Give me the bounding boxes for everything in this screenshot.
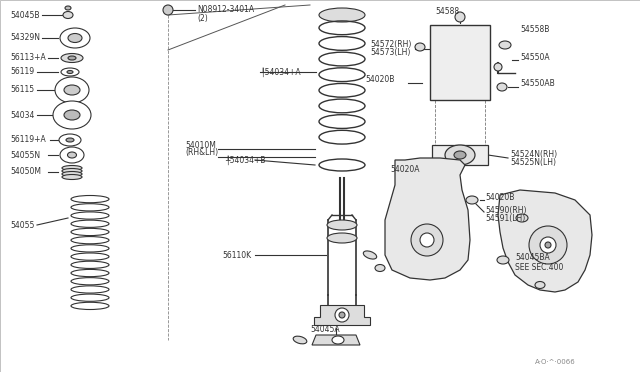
Ellipse shape <box>375 264 385 272</box>
Ellipse shape <box>293 336 307 344</box>
Text: 54055N: 54055N <box>10 151 40 160</box>
Text: 56119+A: 56119+A <box>10 135 45 144</box>
Ellipse shape <box>68 33 82 42</box>
Ellipse shape <box>62 169 82 173</box>
Text: ╀54034+A: ╀54034+A <box>260 67 301 77</box>
Text: 54573(LH): 54573(LH) <box>370 48 410 58</box>
Text: 54572(RH): 54572(RH) <box>370 41 412 49</box>
Text: 54045A: 54045A <box>310 326 340 334</box>
Ellipse shape <box>540 237 556 253</box>
Text: 54045B: 54045B <box>10 10 40 19</box>
Text: 54329N: 54329N <box>10 33 40 42</box>
Ellipse shape <box>67 152 77 158</box>
Text: 56115: 56115 <box>10 86 34 94</box>
Ellipse shape <box>445 145 475 165</box>
Text: 54588: 54588 <box>435 6 459 16</box>
Ellipse shape <box>59 134 81 146</box>
Ellipse shape <box>420 233 434 247</box>
Ellipse shape <box>466 196 478 204</box>
Ellipse shape <box>61 68 79 76</box>
Text: 54045BA: 54045BA <box>515 253 550 263</box>
Ellipse shape <box>415 43 425 51</box>
Text: 54034: 54034 <box>10 110 35 119</box>
Circle shape <box>163 5 173 15</box>
Ellipse shape <box>64 85 80 95</box>
Text: A·O·^·0066: A·O·^·0066 <box>535 359 576 365</box>
Ellipse shape <box>516 214 528 222</box>
Polygon shape <box>314 305 370 325</box>
Text: 54010M: 54010M <box>185 141 216 150</box>
Text: 54558B: 54558B <box>520 26 549 35</box>
Text: 54591(LH): 54591(LH) <box>485 214 525 222</box>
Ellipse shape <box>65 6 71 10</box>
Text: 54524N(RH): 54524N(RH) <box>510 151 557 160</box>
Polygon shape <box>498 190 592 292</box>
Ellipse shape <box>60 28 90 48</box>
Ellipse shape <box>319 8 365 22</box>
Ellipse shape <box>60 147 84 163</box>
Text: N08912-3401A: N08912-3401A <box>197 6 254 15</box>
Text: 56119: 56119 <box>10 67 34 77</box>
Ellipse shape <box>529 226 567 264</box>
Ellipse shape <box>62 171 82 176</box>
Text: SEE SEC.400: SEE SEC.400 <box>515 263 563 273</box>
Text: 54590(RH): 54590(RH) <box>485 205 527 215</box>
Ellipse shape <box>327 220 357 230</box>
Polygon shape <box>385 158 470 280</box>
Text: (RH&LH): (RH&LH) <box>185 148 218 157</box>
Text: 54550A: 54550A <box>520 52 550 61</box>
Text: 56110K: 56110K <box>222 250 251 260</box>
Ellipse shape <box>327 233 357 243</box>
Ellipse shape <box>455 12 465 22</box>
Text: 54050M: 54050M <box>10 167 41 176</box>
Text: 54055: 54055 <box>10 221 35 230</box>
Text: (2): (2) <box>197 13 208 22</box>
Ellipse shape <box>335 308 349 322</box>
Ellipse shape <box>454 151 466 159</box>
Polygon shape <box>312 335 360 345</box>
Ellipse shape <box>364 251 377 259</box>
Ellipse shape <box>332 336 344 344</box>
Ellipse shape <box>62 174 82 180</box>
Bar <box>430 25 490 100</box>
Ellipse shape <box>411 224 443 256</box>
Ellipse shape <box>61 54 83 62</box>
Ellipse shape <box>545 242 551 248</box>
Ellipse shape <box>67 71 73 74</box>
Ellipse shape <box>68 56 76 60</box>
Ellipse shape <box>535 282 545 289</box>
Ellipse shape <box>55 77 89 103</box>
Ellipse shape <box>64 110 80 120</box>
Ellipse shape <box>339 312 345 318</box>
Text: 54020B: 54020B <box>365 76 394 84</box>
Ellipse shape <box>497 256 509 264</box>
Text: ╀54034+B: ╀54034+B <box>225 155 266 165</box>
Text: 54550AB: 54550AB <box>520 78 555 87</box>
Ellipse shape <box>497 83 507 91</box>
Ellipse shape <box>63 12 73 19</box>
Text: 54020B: 54020B <box>485 193 515 202</box>
Ellipse shape <box>319 159 365 171</box>
Ellipse shape <box>62 166 82 170</box>
Text: 54525N(LH): 54525N(LH) <box>510 158 556 167</box>
Ellipse shape <box>499 41 511 49</box>
Ellipse shape <box>494 63 502 71</box>
Ellipse shape <box>66 138 74 142</box>
Text: 56113+A: 56113+A <box>10 54 45 62</box>
Text: 54020A: 54020A <box>390 166 419 174</box>
Ellipse shape <box>53 101 91 129</box>
Bar <box>432 145 488 165</box>
